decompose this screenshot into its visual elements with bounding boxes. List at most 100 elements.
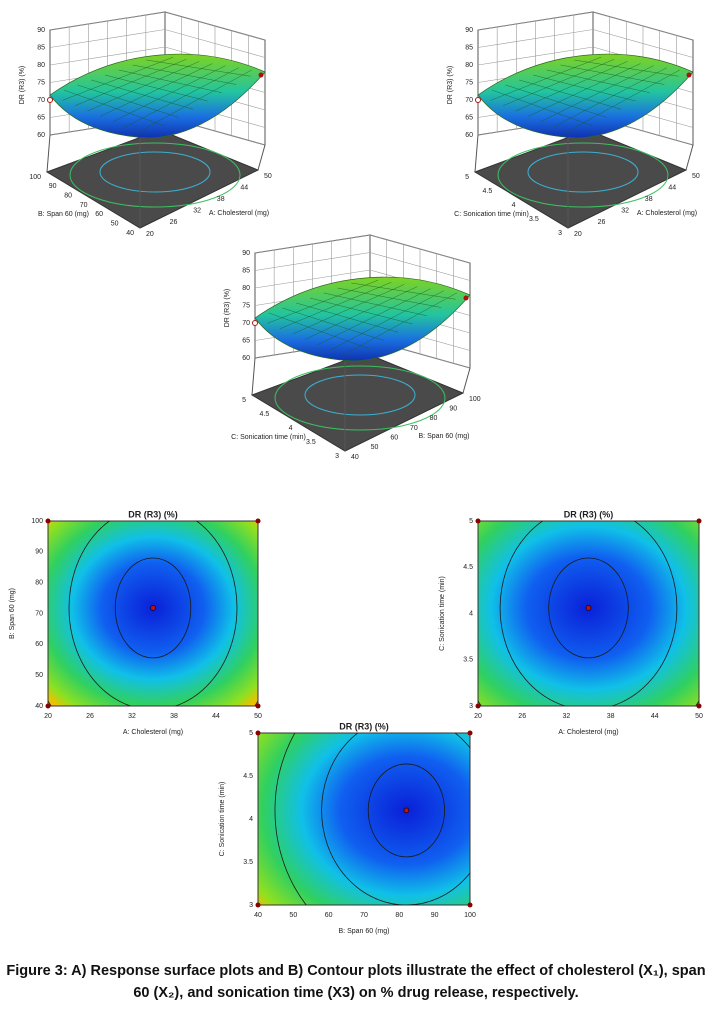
axis1-tick-label: 4.5 (260, 411, 270, 418)
contour-title: DR (R3) (%) (128, 509, 178, 519)
axis1-tick-label: 80 (64, 193, 72, 200)
design-point (45, 703, 51, 709)
z-axis-label: DR (R3) (%) (224, 289, 231, 328)
surface-mesh (112, 65, 226, 123)
axis2-tick-label: 38 (217, 196, 225, 203)
x-tick-label: 80 (395, 912, 403, 919)
box-edge (462, 367, 471, 394)
axis1-label: B: Span 60 (mg) (38, 211, 89, 218)
z-tick-label: 80 (242, 285, 250, 292)
y-axis-label: B: Span 60 (mg) (9, 588, 16, 639)
contour-line (367, 763, 445, 858)
z-tick-label: 65 (465, 114, 473, 121)
design-point (255, 518, 261, 524)
contour-line (68, 521, 238, 706)
z-tick-label: 80 (37, 62, 45, 69)
contour-line (499, 521, 678, 706)
surface-mesh (63, 89, 165, 126)
y-tick-label: 3.5 (463, 657, 473, 664)
y-tick-label: 3 (249, 902, 253, 909)
y-tick-label: 100 (31, 518, 43, 525)
surface-mesh (292, 284, 405, 335)
design-point (696, 703, 702, 709)
axis1-tick-label: 4.5 (483, 188, 493, 195)
z-tick-label: 85 (242, 267, 250, 274)
x-tick-label: 20 (44, 713, 52, 720)
surface-mesh (77, 84, 179, 118)
surface-mesh (527, 63, 641, 117)
axis2-tick-label: 26 (598, 219, 606, 226)
design-point (255, 730, 261, 736)
surface-mesh (317, 288, 431, 346)
axis1-tick-label: 3 (558, 230, 562, 237)
z-tick-label: 60 (37, 132, 45, 139)
design-point (475, 97, 481, 103)
surface-mesh (560, 64, 665, 85)
z-tick-label: 80 (465, 62, 473, 69)
axis1-tick-label: 5 (242, 397, 246, 404)
axis1-tick-label: 5 (465, 174, 469, 181)
box-edge (46, 134, 51, 173)
y-tick-label: 4 (249, 816, 253, 823)
surface-mesh (87, 61, 200, 112)
response-surface (49, 53, 266, 139)
z-tick-label: 90 (242, 250, 250, 257)
design-point (467, 730, 473, 736)
design-point (252, 320, 258, 326)
y-tick-label: 3.5 (243, 859, 253, 866)
x-tick-label: 90 (431, 912, 439, 919)
x-tick-label: 70 (360, 912, 368, 919)
z-tick-label: 65 (242, 337, 250, 344)
x-tick-label: 60 (325, 912, 333, 919)
surface-mesh (491, 89, 593, 126)
axis2-tick-label: 50 (371, 444, 379, 451)
box-edge (685, 144, 694, 171)
x-tick-label: 50 (695, 713, 703, 720)
surface-mesh (323, 292, 427, 316)
surface-mesh (91, 79, 194, 110)
surface-mesh (351, 282, 456, 300)
x-tick-label: 100 (464, 912, 476, 919)
box-edge (251, 357, 256, 396)
floor-contour (69, 142, 241, 208)
x-tick-label: 44 (212, 713, 220, 720)
axis1-tick-label: 4 (512, 202, 516, 209)
response-surface (477, 53, 694, 139)
z-tick-label: 60 (465, 132, 473, 139)
z-tick-label: 60 (242, 355, 250, 362)
y-tick-label: 90 (35, 549, 43, 556)
x-tick-label: 26 (518, 713, 526, 720)
design-point (696, 518, 702, 524)
surface-mesh (99, 63, 213, 117)
surface-mesh (118, 69, 222, 93)
surface-mesh (137, 69, 252, 133)
surface-mesh (329, 290, 444, 351)
floor-contour (304, 374, 416, 416)
y-tick-label: 50 (35, 672, 43, 679)
surface-mesh (309, 297, 413, 325)
surface-mesh (104, 74, 208, 102)
contour-fill (477, 520, 700, 707)
axis2-tick-label: 90 (449, 406, 457, 413)
surface-mesh (62, 56, 174, 101)
floor-contour (99, 151, 211, 193)
surface-mesh (124, 67, 239, 128)
design-point (403, 807, 410, 814)
surface-mesh (502, 59, 615, 106)
contour-fill (257, 732, 471, 906)
axis2-tick-label: 60 (390, 435, 398, 442)
z-axis-label: DR (R3) (%) (19, 66, 26, 105)
z-tick-label: 90 (37, 27, 45, 34)
axis1-tick-label: 90 (49, 183, 57, 190)
axis2-tick-label: 32 (193, 208, 201, 215)
surface-mesh (546, 69, 650, 93)
design-point (463, 295, 469, 301)
y-tick-label: 3 (469, 703, 473, 710)
x-tick-label: 44 (651, 713, 659, 720)
axis2-tick-label: 32 (621, 208, 629, 215)
x-tick-label: 40 (254, 912, 262, 919)
surface-mesh (337, 287, 442, 308)
z-tick-label: 75 (465, 79, 473, 86)
design-point (150, 605, 156, 611)
